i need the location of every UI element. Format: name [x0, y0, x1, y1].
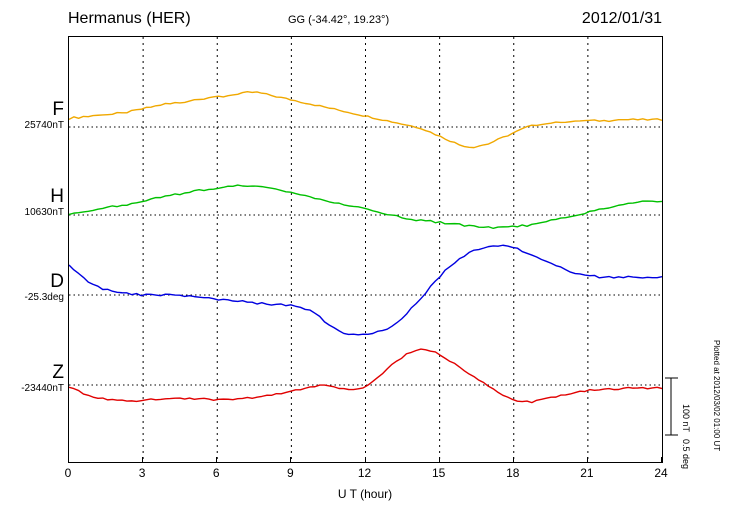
- x-axis-title: U T (hour): [337, 487, 393, 501]
- component-letter-h: H: [50, 186, 64, 207]
- x-tick-0: 0: [64, 466, 72, 480]
- x-tick-24: 24: [654, 466, 668, 480]
- x-tick-18: 18: [506, 466, 520, 480]
- component-baseline-f: 25740nT: [24, 119, 64, 131]
- component-label-f: F 25740nT: [0, 100, 64, 131]
- component-baseline-z: -23440nT: [21, 382, 64, 394]
- x-tick-mark: [586, 457, 588, 463]
- component-baseline-d: -25.3deg: [24, 291, 64, 303]
- x-tick-9: 9: [287, 466, 294, 480]
- scale-deg-label: 0.5 deg: [681, 438, 691, 469]
- x-tick-15: 15: [431, 466, 446, 480]
- x-tick-mark: [661, 457, 662, 463]
- x-tick-6: 6: [212, 466, 220, 480]
- trace-h: [69, 184, 662, 230]
- component-label-h: H 10630nT: [0, 187, 64, 218]
- component-label-z: Z -23440nT: [0, 363, 64, 394]
- component-label-d: D -25.3deg: [0, 272, 64, 303]
- x-tick-21: 21: [580, 466, 594, 480]
- component-baseline-h: 10630nT: [24, 206, 64, 218]
- trace-z: [69, 348, 662, 404]
- plot-area: [68, 36, 663, 463]
- x-tick-12: 12: [357, 466, 372, 480]
- trace-d: [69, 244, 662, 336]
- date-label: 2012/01/31: [581, 10, 662, 27]
- x-tick-mark: [290, 457, 292, 463]
- scale-bar-icon: [665, 377, 678, 436]
- component-letter-f: F: [52, 99, 64, 120]
- x-tick-mark: [438, 457, 440, 463]
- baseline-dotted-lines: [69, 126, 662, 386]
- trace-f: [69, 90, 662, 149]
- x-tick-mark: [68, 457, 69, 463]
- geographic-coordinates: GG (-34.42°, 19.23°): [288, 14, 390, 26]
- station-title: Hermanus (HER): [68, 10, 191, 27]
- scale-nt-label: 100 nT: [681, 404, 691, 433]
- x-tick-mark: [512, 457, 514, 463]
- vertical-gridlines: [142, 37, 589, 462]
- plot-credit: Plotted at 2012/03/02 01:00 UT: [712, 340, 721, 452]
- magnetogram-svg: [69, 37, 662, 462]
- x-tick-mark: [364, 457, 366, 463]
- component-letter-z: Z: [52, 362, 64, 383]
- x-tick-mark: [216, 457, 218, 463]
- x-tick-mark: [142, 457, 144, 463]
- scale-units-labels: 100 nT 0.5 deg: [681, 404, 691, 469]
- component-letter-d: D: [50, 271, 64, 292]
- x-tick-3: 3: [138, 466, 146, 480]
- trace-group: [69, 90, 662, 404]
